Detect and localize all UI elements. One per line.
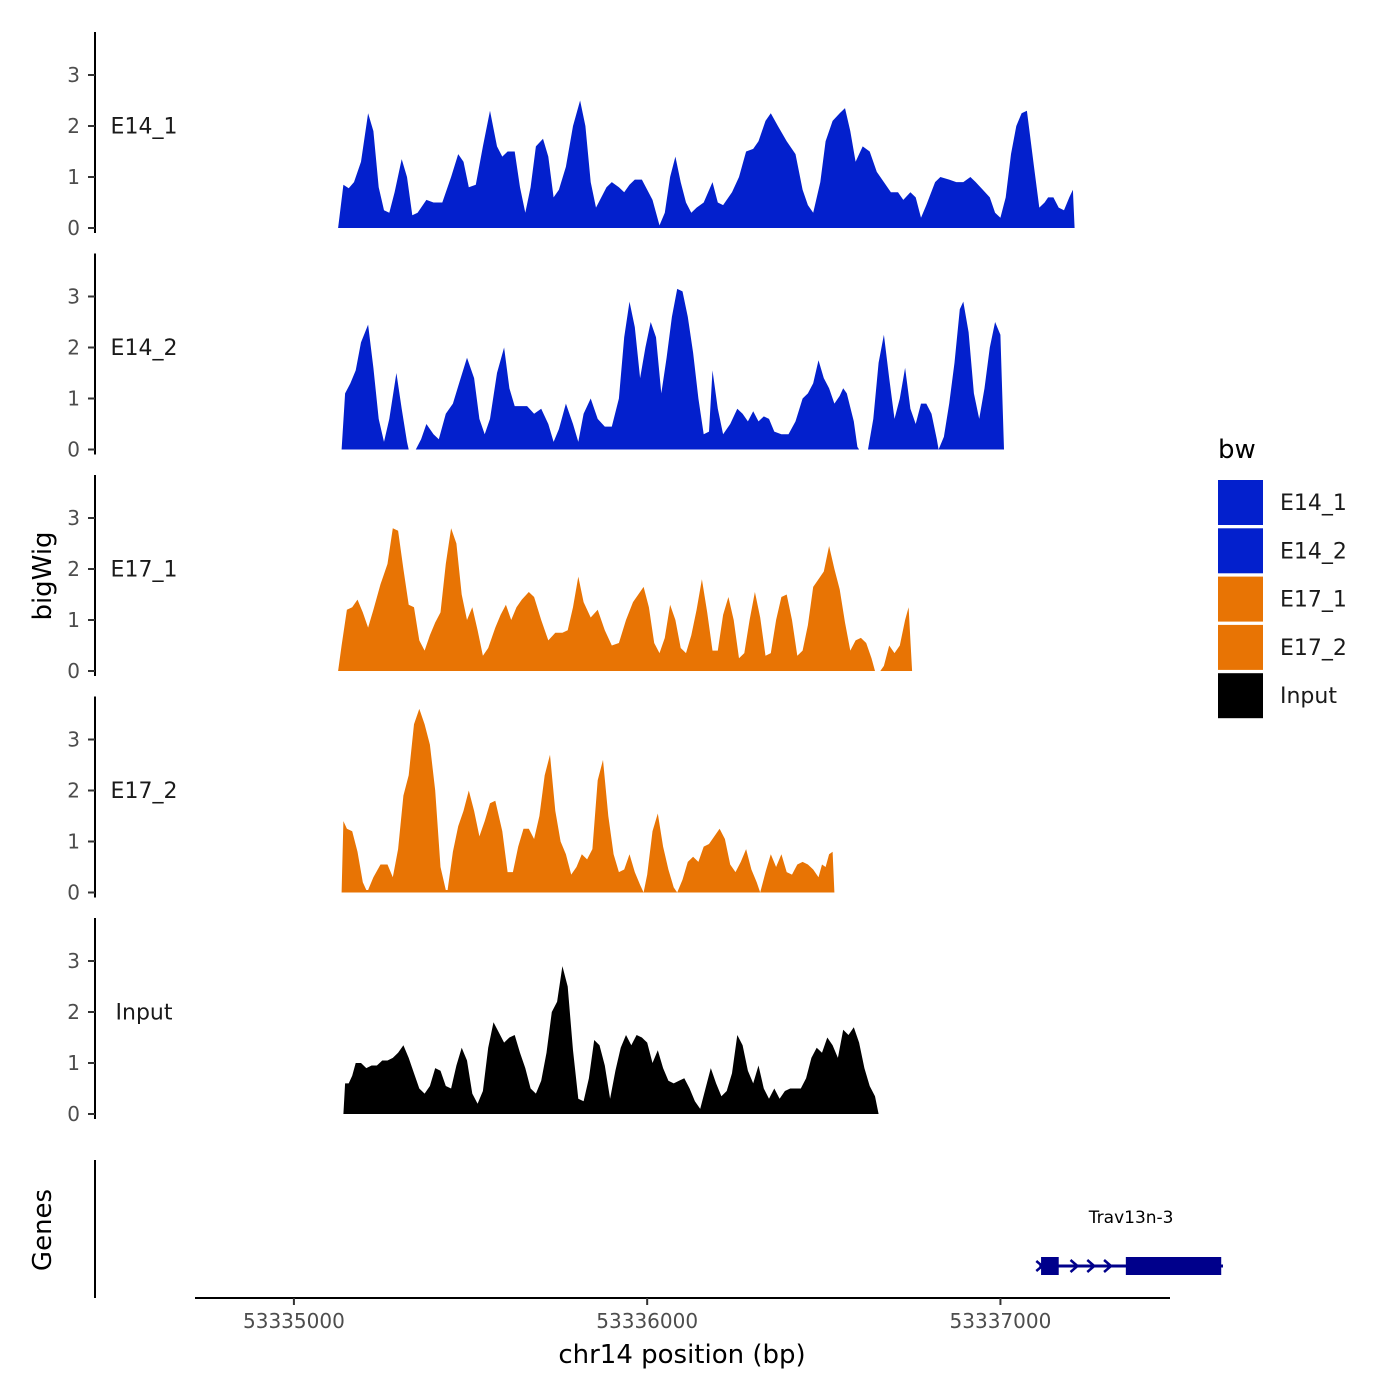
legend-swatch-E14_1 xyxy=(1218,480,1263,525)
legend-label: E17_2 xyxy=(1280,636,1347,661)
coverage-area-E14_1 xyxy=(338,100,1075,228)
track-E14_1: 0 1 2 3 E14_1 xyxy=(67,32,1075,240)
coverage-area-E14_2 xyxy=(341,288,1005,450)
y-tick-label: 1 xyxy=(67,830,80,854)
legend: bw E14_1 E14_2 E17_1 E17_2 Input xyxy=(1218,435,1347,719)
y-tick-label: 3 xyxy=(67,285,80,309)
y-tick-label: 1 xyxy=(67,1051,80,1075)
legend-label: E14_2 xyxy=(1280,539,1347,564)
x-axis-title: chr14 position (bp) xyxy=(558,1340,805,1370)
track-label: Input xyxy=(116,1001,173,1026)
x-tick-label: 53335000 xyxy=(243,1309,345,1333)
gene-model xyxy=(1035,1257,1223,1275)
genes-panel: Genes Trav13n-3 xyxy=(28,1160,1223,1298)
gene-label: Trav13n-3 xyxy=(1088,1208,1174,1228)
y-tick-label: 3 xyxy=(67,949,80,973)
track-label: E17_1 xyxy=(111,558,178,583)
gene-strand-arrow xyxy=(1086,1259,1097,1273)
track-label: E14_2 xyxy=(111,336,178,361)
y-tick-label: 0 xyxy=(67,438,80,462)
track-E14_2: 0 1 2 3 E14_2 xyxy=(67,253,1005,462)
y-tick-label: 0 xyxy=(67,1102,80,1126)
y-tick-label: 3 xyxy=(67,63,80,87)
track-Input: 0 1 2 3 Input xyxy=(67,918,879,1126)
x-tick-label: 53336000 xyxy=(596,1309,698,1333)
tracks-layer: 0 1 2 3 E14_1 0 1 2 3 E14_2 0 1 2 3 E17_1 0 1 2 3 E17_2 0 1 2 3… xyxy=(67,32,1075,1126)
legend-label: Input xyxy=(1280,684,1337,709)
x-axis: 53335000 53336000 53337000 chr14 position … xyxy=(195,1297,1170,1370)
legend-items: E14_1 E14_2 E17_1 E17_2 Input xyxy=(1218,480,1347,719)
gene-exon xyxy=(1041,1257,1059,1275)
y-tick-label: 0 xyxy=(67,659,80,683)
y-tick-label: 2 xyxy=(67,779,80,803)
x-tick-label: 53337000 xyxy=(950,1309,1052,1333)
legend-swatch-E17_2 xyxy=(1218,624,1263,670)
y-tick-label: 1 xyxy=(67,608,80,632)
y-tick-label: 0 xyxy=(67,216,80,240)
y-tick-label: 2 xyxy=(67,336,80,360)
legend-swatch-E17_1 xyxy=(1218,576,1263,622)
legend-label: E17_1 xyxy=(1280,588,1347,613)
legend-swatch-E14_2 xyxy=(1218,528,1263,574)
coverage-area-E17_2 xyxy=(341,708,835,893)
legend-label: E14_1 xyxy=(1280,491,1347,516)
y-tick-label: 2 xyxy=(67,1000,80,1024)
y-tick-label: 1 xyxy=(67,165,80,189)
track-label: E17_2 xyxy=(111,779,178,804)
track-E17_1: 0 1 2 3 E17_1 xyxy=(67,475,913,683)
y-tick-label: 3 xyxy=(67,506,80,530)
y-tick-label: 3 xyxy=(67,728,80,752)
legend-title: bw xyxy=(1218,435,1256,465)
gene-strand-arrow xyxy=(1035,1260,1045,1272)
y-axis-title: bigWig xyxy=(28,531,58,620)
y-tick-label: 2 xyxy=(67,557,80,581)
track-label: E14_1 xyxy=(111,115,178,140)
track-E17_2: 0 1 2 3 E17_2 xyxy=(67,696,835,905)
x-ticks: 53335000 53336000 53337000 xyxy=(243,1298,1051,1333)
gene-strand-arrow xyxy=(1103,1259,1113,1273)
coverage-area-E17_1 xyxy=(338,528,913,671)
genes-axis-title: Genes xyxy=(28,1189,58,1271)
gene-exon xyxy=(1125,1257,1222,1275)
y-tick-label: 1 xyxy=(67,387,80,411)
y-tick-label: 2 xyxy=(67,114,80,138)
legend-swatch-Input xyxy=(1218,673,1263,719)
y-tick-label: 0 xyxy=(67,881,80,905)
coverage-area-Input xyxy=(343,966,879,1114)
gene-strand-arrow xyxy=(1069,1259,1080,1273)
